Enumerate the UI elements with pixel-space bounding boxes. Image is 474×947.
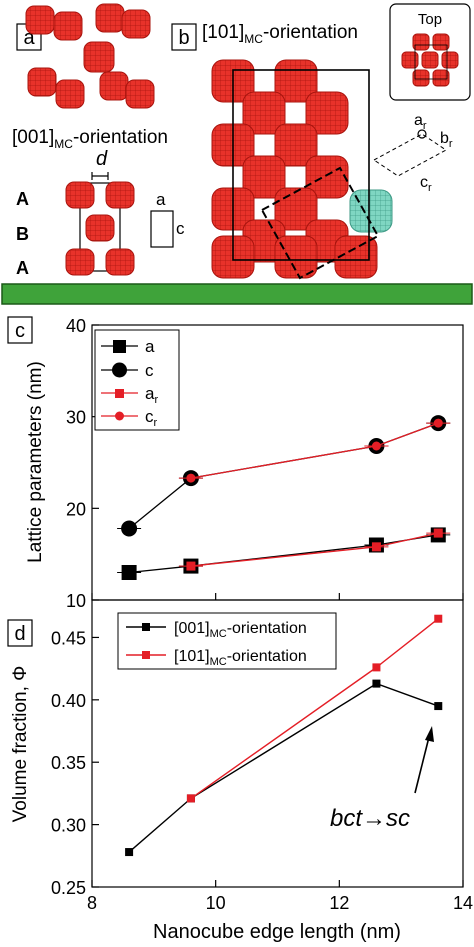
- panel-c-point: [433, 528, 443, 538]
- substrate-bar: [1, 283, 473, 305]
- annotation-arrow-line: [414, 732, 431, 794]
- panel-c-series-line: [190, 422, 439, 479]
- panel-c-point: [371, 441, 381, 451]
- legend-cr-label: cr: [145, 407, 158, 429]
- top-view-cubes: [401, 33, 459, 87]
- panel-d-yticks: 0.25 0.30 0.35 0.40 0.45: [51, 628, 99, 898]
- layer-label-a-top: A: [16, 189, 29, 209]
- panel-c-ytick-label: 30: [66, 408, 86, 428]
- panel-a-2d-lattice: [65, 181, 135, 276]
- panel-d-letter-box: [7, 619, 33, 647]
- panel-d-point: [186, 794, 195, 803]
- legend-a-label: a: [145, 337, 155, 356]
- legend-a-marker: [113, 340, 126, 353]
- annotation-arrow-head: [425, 726, 434, 742]
- panel-b-letter-box: [171, 23, 197, 51]
- panel-c-ytick-label: 40: [66, 316, 86, 336]
- panel-c-series-line: [128, 422, 439, 530]
- panel-d-ytick-label: 0.45: [51, 628, 86, 648]
- annotation-bct-sc: bct→sc: [330, 805, 410, 832]
- unit-cell-box: [150, 210, 174, 248]
- panel-c-letter-box: [7, 316, 33, 344]
- panel-c-point: [371, 542, 381, 552]
- cr-label: cr: [420, 174, 432, 194]
- panel-d-xtick-label: 10: [206, 893, 226, 913]
- panel-a-cubes-3d: [25, 3, 155, 109]
- legend-001-marker: [142, 623, 150, 631]
- panel-a-orientation-label: [001]MC-orientation: [12, 127, 168, 151]
- panel-a: a [001]MC-orientation d A B A a: [12, 3, 185, 278]
- panel-d-point: [372, 663, 381, 672]
- panel-c-point: [121, 520, 138, 537]
- panel-d-ytick-label: 0.30: [51, 816, 86, 836]
- spacing-d-label: d: [96, 148, 108, 170]
- legend-c-label: c: [145, 361, 154, 380]
- legend-c-marker: [112, 362, 127, 378]
- br-label: br: [440, 130, 453, 150]
- panel-c-letter: c: [15, 320, 25, 342]
- panel-b-unit-cell: [232, 69, 370, 261]
- panel-b-orientation-label: [101]MC-orientation: [202, 22, 358, 46]
- panel-d-ytick-label: 0.25: [51, 878, 86, 898]
- panel-c-point: [433, 418, 443, 428]
- legend-101-label: [101]MC-orientation: [174, 648, 307, 668]
- panel-d-ytick-label: 0.35: [51, 753, 86, 773]
- panel-d-point: [125, 848, 134, 857]
- reduced-cell-diagram: [373, 129, 447, 177]
- legend-ar-marker: [115, 389, 124, 398]
- panel-c-point: [186, 473, 196, 483]
- legend-101-marker: [142, 651, 150, 659]
- legend-cr-marker: [115, 411, 124, 421]
- panel-d-legend: [001]MC-orientation [101]MC-orientation: [117, 612, 337, 670]
- panel-d-chart: d Volume fraction, Φ Nanocube edge lengt…: [7, 599, 473, 943]
- legend-ar-label: ar: [145, 384, 158, 406]
- ar-label: ar: [414, 112, 427, 132]
- cell-c-label: c: [176, 219, 185, 238]
- panel-d-ylabel: Volume fraction, Φ: [10, 666, 31, 823]
- layer-label-a-bottom: A: [16, 258, 29, 278]
- panel-c-legend: a c ar cr: [94, 329, 180, 431]
- panel-d-series: [125, 614, 443, 857]
- panel-b: b [101]MC-orientation Top: [171, 3, 471, 280]
- panel-c-ytick-label: 10: [66, 591, 86, 611]
- highlighted-cube: [349, 189, 393, 233]
- panel-c-series-line: [129, 534, 439, 574]
- spacing-d-marker: [91, 172, 109, 180]
- cell-a-label: a: [156, 190, 166, 209]
- panel-d-ytick-label: 0.40: [51, 691, 86, 711]
- panel-d-point: [434, 614, 443, 623]
- panel-c-point: [186, 561, 196, 571]
- top-view-label: Top: [418, 11, 442, 28]
- panel-d-point: [372, 679, 381, 688]
- panel-c-series-line: [190, 532, 439, 567]
- panel-c-xticks: [91, 593, 464, 600]
- panel-d-letter: d: [14, 623, 25, 645]
- panel-d-xlabel: Nanocube edge length (nm): [153, 921, 401, 943]
- panel-c-series: [117, 415, 451, 580]
- panel-b-letter: b: [178, 27, 189, 49]
- panel-c-ytick-label: 20: [66, 499, 86, 519]
- legend-001-label: [001]MC-orientation: [174, 620, 307, 640]
- panel-c-ylabel: Lattice parameters (nm): [25, 361, 46, 563]
- panel-d-series-line: [128, 682, 439, 853]
- layer-label-b: B: [16, 224, 29, 244]
- panel-b-cubes: [211, 59, 393, 279]
- panel-d-frame: [91, 599, 464, 888]
- panel-d-point: [434, 702, 443, 711]
- panel-c-yticks: 10 20 30 40: [66, 316, 99, 611]
- panel-d-xticks: 8 10 12 14: [87, 880, 473, 913]
- panel-d-xtick-label: 14: [453, 893, 473, 913]
- panel-d-xtick-label: 8: [87, 893, 97, 913]
- panel-d-xtick-label: 12: [329, 893, 349, 913]
- panel-c-point: [121, 565, 137, 580]
- panel-b-reduced-cell: [260, 166, 380, 280]
- panel-c-chart: c Lattice parameters (nm) 10 20 30 40 a c a…: [7, 316, 464, 611]
